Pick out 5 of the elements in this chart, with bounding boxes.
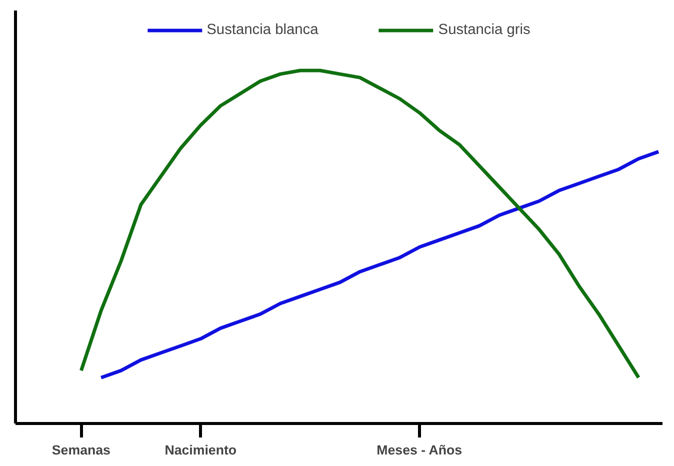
x-tick-label: Semanas	[52, 442, 110, 458]
legend-label: Sustancia blanca	[206, 22, 318, 38]
legend-label: Sustancia gris	[438, 22, 530, 38]
x-tick-label: Nacimiento	[164, 442, 237, 458]
x-tick-label: Meses - Años	[376, 442, 462, 458]
